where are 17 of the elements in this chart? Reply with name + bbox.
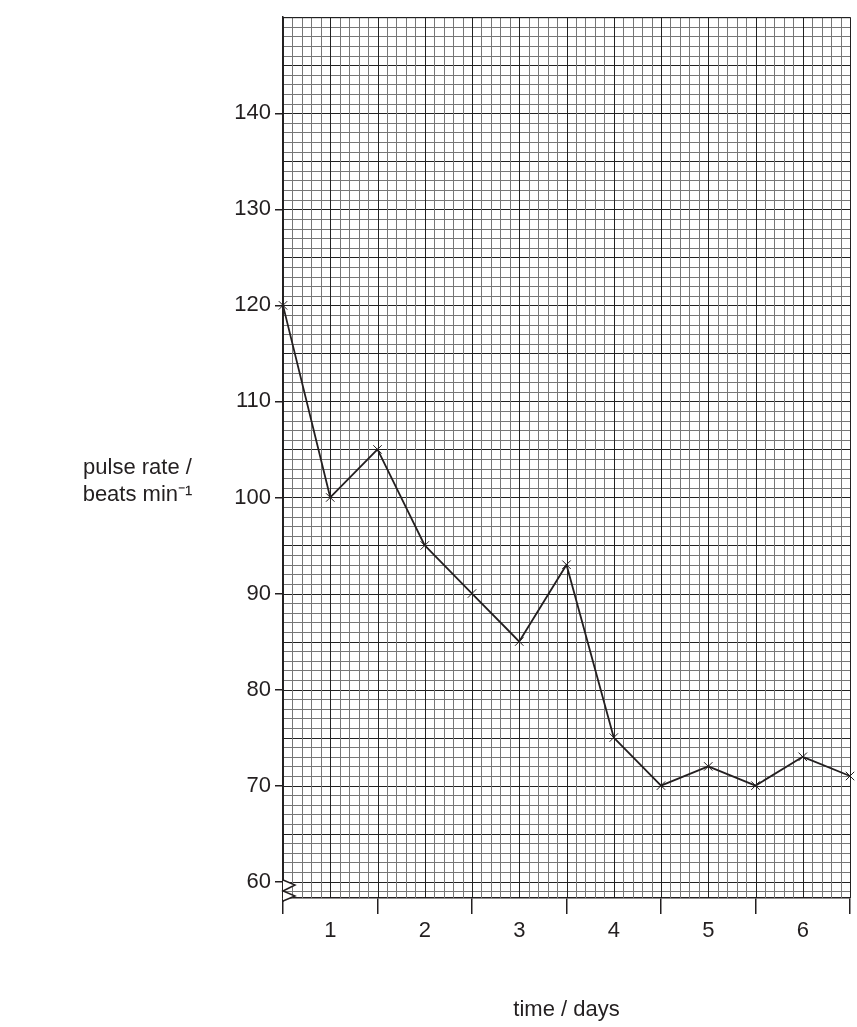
y-tick-label: 100 xyxy=(234,483,271,509)
x-tick-label: 2 xyxy=(418,917,431,943)
y-tick-label: 130 xyxy=(234,195,271,221)
y-tick-label: 90 xyxy=(246,579,271,605)
x-tick-label: 3 xyxy=(513,917,526,943)
x-tick-label: 5 xyxy=(702,917,715,943)
y-tick-label: 70 xyxy=(246,771,271,797)
y-tick-label: 120 xyxy=(234,291,271,317)
x-axis-title: time / days xyxy=(513,995,620,1021)
y-tick-label: 110 xyxy=(235,387,271,413)
x-tick-label: 6 xyxy=(796,917,809,943)
x-tick-label: 4 xyxy=(607,917,620,943)
y-tick-label: 80 xyxy=(246,675,271,701)
x-tick-label: 1 xyxy=(324,917,337,943)
y-tick-label: 140 xyxy=(234,99,271,125)
y-axis-title: pulse rate / beats min⁻¹ xyxy=(81,452,194,507)
y-tick-label: 60 xyxy=(246,867,271,893)
